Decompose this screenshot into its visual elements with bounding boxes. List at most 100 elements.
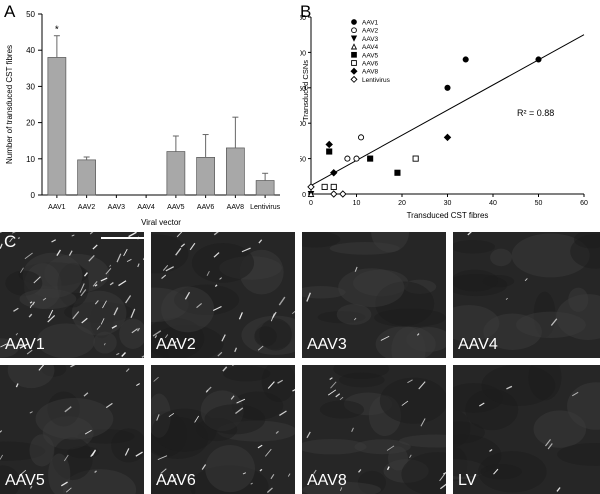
- fibre-mark: [214, 284, 218, 287]
- point-aav2: [344, 155, 351, 162]
- x-axis-label: Viral vector: [141, 218, 181, 227]
- fibre-mark: [60, 481, 68, 487]
- fibre-mark: [524, 278, 528, 282]
- fibre-mark: [38, 365, 45, 371]
- legend-entry: AAV5: [362, 52, 379, 59]
- legend-entry: AAV3: [362, 36, 379, 43]
- legend-entry: AAV2: [362, 28, 379, 35]
- tissue-blob: [71, 290, 127, 336]
- x-tick-label: AAV1: [48, 204, 65, 211]
- fibre-mark: [235, 407, 244, 415]
- fibre-mark: [222, 366, 228, 372]
- fibre-mark: [126, 258, 132, 263]
- tissue-blob: [453, 269, 499, 292]
- fibre-mark: [65, 487, 72, 493]
- fibre-mark: [330, 381, 337, 389]
- legend-entry: AAV8: [362, 69, 379, 76]
- x-tick-label: Lentivirus: [250, 204, 280, 211]
- tissue-blob: [339, 372, 385, 388]
- x-tick-label: 60: [580, 200, 588, 207]
- fibre-mark: [306, 292, 311, 302]
- fibre-mark: [176, 232, 183, 238]
- fibre-mark: [213, 252, 220, 258]
- tissue-blob: [161, 286, 215, 333]
- micrograph-label: AAV5: [5, 472, 45, 489]
- fibre-mark: [141, 355, 144, 358]
- tissue-blob: [302, 438, 367, 455]
- x-tick-label: AAV3: [108, 204, 125, 211]
- x-tick-label: 20: [398, 200, 406, 207]
- micrograph-aav3: AAV3: [302, 232, 446, 358]
- fibre-mark: [123, 248, 128, 257]
- legend-entry: AAV6: [362, 61, 379, 68]
- tissue-blob: [5, 270, 43, 296]
- fibre-mark: [234, 347, 238, 353]
- bar-aav1: [47, 57, 67, 196]
- panel-a-bar-chart: 0 10 20 30 40 50 AAV1 AAV2 AAV3 AAV4 AAV5 AAV6 AAV8 L…: [5, 10, 281, 227]
- fibre-mark: [219, 277, 222, 280]
- fibre-mark: [292, 389, 295, 392]
- micrograph-label: AAV4: [458, 336, 498, 353]
- point-aav5: [367, 155, 374, 162]
- fibre-mark: [103, 342, 106, 346]
- y-tick-label: 100: [300, 121, 306, 128]
- legend-marker-aav8: [350, 67, 358, 75]
- fibre-mark: [266, 487, 273, 493]
- fibre-mark: [153, 376, 159, 382]
- fibre-mark: [31, 301, 35, 306]
- fibre-mark: [29, 301, 33, 304]
- fibre-mark: [48, 309, 54, 319]
- fibre-mark: [70, 365, 76, 368]
- bar-aav6: [196, 157, 215, 196]
- fibre-mark: [13, 307, 19, 312]
- fibre-mark: [380, 335, 390, 341]
- fibre-mark: [257, 345, 264, 351]
- fibre-mark: [442, 472, 446, 475]
- tissue-texture: [151, 365, 295, 494]
- panel-c-letter: C: [4, 232, 17, 251]
- fibre-mark: [131, 328, 138, 334]
- bar-aav5: [166, 151, 186, 196]
- fibre-mark: [173, 341, 177, 345]
- fibre-mark: [467, 232, 472, 236]
- fibre-mark: [130, 308, 136, 319]
- point-aav1: [535, 56, 542, 63]
- legend-marker-aav6: [351, 60, 357, 66]
- tissue-blob: [152, 408, 217, 452]
- fibre-mark: [327, 389, 337, 396]
- tissue-blob: [151, 234, 189, 274]
- fibre-mark: [180, 243, 186, 248]
- fibre-mark: [33, 276, 41, 284]
- fibre-mark: [68, 250, 73, 256]
- fibre-mark: [221, 334, 226, 342]
- x-tick-label: 40: [489, 200, 497, 207]
- fibre-mark: [160, 468, 167, 474]
- tissue-texture: [151, 232, 295, 358]
- tissue-blob: [205, 444, 256, 493]
- fibre-mark: [418, 381, 426, 390]
- legend-marker-aav3: [350, 35, 358, 42]
- fibre-mark: [72, 311, 80, 320]
- fibre-mark: [206, 386, 212, 393]
- y-tick-label: 50: [26, 10, 35, 19]
- fibre-mark: [15, 332, 19, 336]
- fibre-mark: [84, 429, 92, 435]
- panel-b-letter: B: [300, 2, 312, 21]
- fibre-mark: [19, 343, 29, 349]
- fibre-mark: [156, 414, 160, 421]
- fibre-mark: [26, 349, 33, 355]
- micrograph-label: AAV3: [307, 336, 347, 353]
- tissue-blob: [490, 248, 513, 267]
- fibre-mark: [137, 327, 141, 332]
- fibre-mark: [88, 254, 95, 262]
- fibre-mark: [94, 300, 99, 305]
- micrograph-lv: LV: [453, 365, 600, 494]
- tissue-texture: [302, 232, 446, 358]
- legend-entry: Lentivirus: [362, 77, 391, 84]
- fibre-mark: [329, 377, 333, 380]
- tissue-blob: [191, 242, 255, 283]
- fibre-mark: [168, 412, 175, 418]
- fibre-mark: [0, 232, 2, 233]
- tissue-blob: [302, 286, 346, 299]
- micrograph-aav2: AAV2: [151, 232, 295, 358]
